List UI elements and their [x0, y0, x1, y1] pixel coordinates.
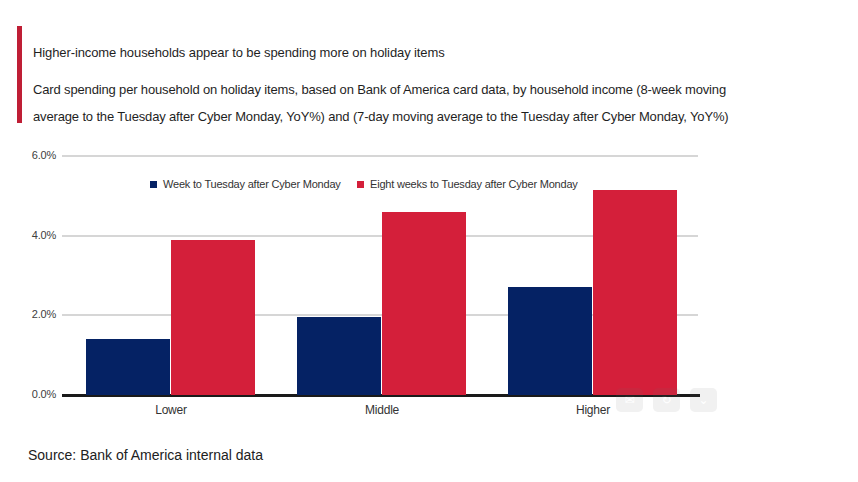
faint-watermark-icons: ✉ ↻ ⌄ [616, 388, 717, 412]
source-note: Source: Bank of America internal data [28, 447, 263, 463]
x-axis-label-lower: Lower [111, 403, 231, 417]
x-axis-label-middle: Middle [322, 403, 442, 417]
share-icon: ↻ [653, 388, 680, 412]
y-tick-label-6.0%: 6.0% [24, 149, 56, 161]
y-tick-label-0.0%: 0.0% [24, 388, 56, 400]
bar-middle-eight-weeks [382, 212, 466, 395]
bar-lower-eight-weeks [171, 240, 255, 395]
download-icon: ⌄ [690, 388, 717, 412]
page: Higher-income households appear to be sp… [0, 0, 858, 482]
red-accent-bar [17, 26, 22, 123]
chart-subtitle-line-1: Card spending per household on holiday i… [33, 76, 729, 103]
y-tick-label-2.0%: 2.0% [24, 308, 56, 320]
bar-middle-week [297, 317, 381, 395]
chart-subtitle: Card spending per household on holiday i… [33, 76, 729, 130]
gridline-6.0% [62, 155, 698, 157]
chart-subtitle-line-2: average to the Tuesday after Cyber Monda… [33, 103, 729, 130]
bar-higher-eight-weeks [593, 190, 677, 395]
bar-lower-week [86, 339, 170, 395]
envelope-icon: ✉ [616, 388, 643, 412]
plot-area [62, 156, 698, 395]
bar-higher-week [508, 287, 592, 395]
chart-title: Higher-income households appear to be sp… [33, 45, 445, 60]
y-tick-label-4.0%: 4.0% [24, 229, 56, 241]
